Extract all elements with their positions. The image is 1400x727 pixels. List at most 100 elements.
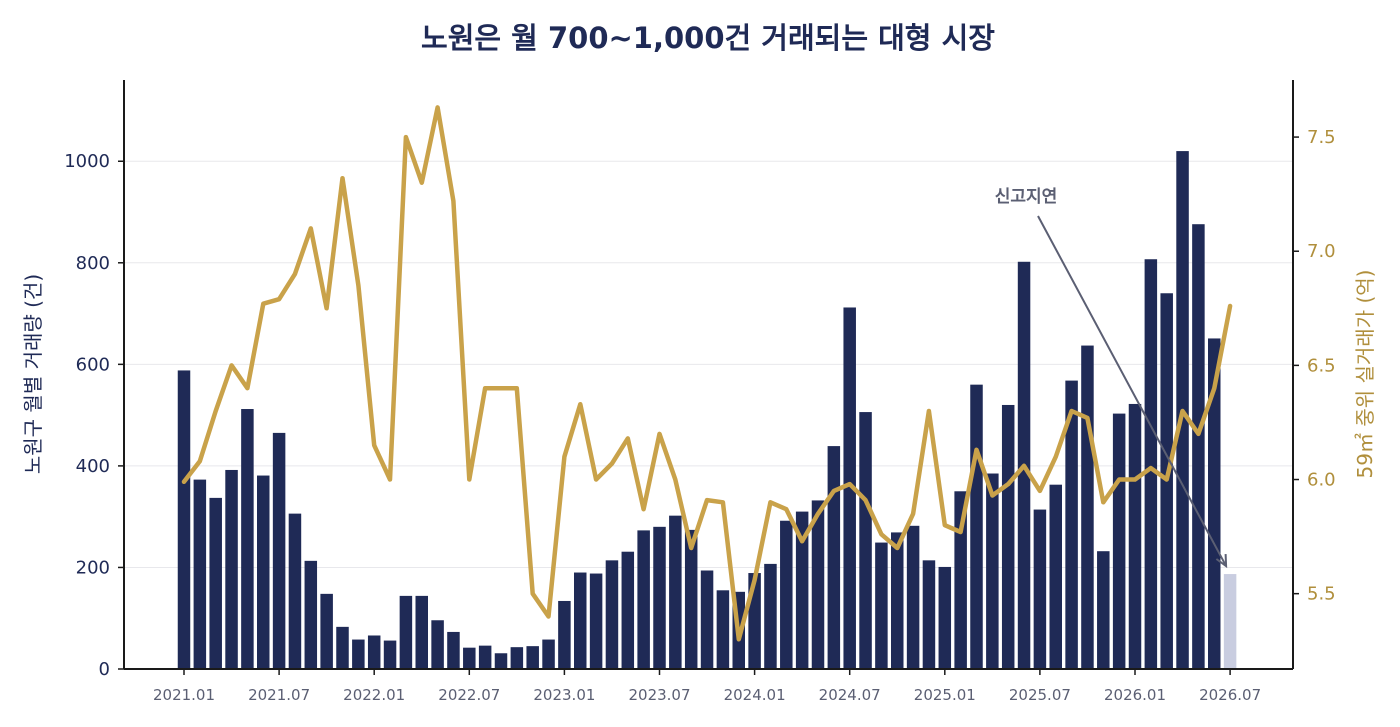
bar xyxy=(1223,574,1237,669)
tick-label: 2024.07 xyxy=(819,686,881,704)
bar xyxy=(938,566,952,669)
bar xyxy=(209,497,222,669)
bar xyxy=(637,530,650,669)
tick-label: 200 xyxy=(76,557,110,578)
bar xyxy=(367,635,381,669)
bar xyxy=(574,572,587,669)
tick-label: 400 xyxy=(76,456,110,477)
bar xyxy=(669,515,682,669)
tick-label: 2025.01 xyxy=(914,686,976,704)
bar xyxy=(336,626,349,669)
tick-label: 7.0 xyxy=(1307,241,1336,262)
price-line xyxy=(181,105,1233,642)
bar xyxy=(1144,259,1158,669)
bar xyxy=(811,500,825,669)
axes xyxy=(123,80,1294,670)
right-axis-ticks: 5.5 6.0 6.5 7.0 7.5 xyxy=(1293,127,1336,605)
tick-label: 2021.01 xyxy=(153,686,215,704)
tick-label: 6.5 xyxy=(1307,355,1336,376)
bar xyxy=(684,529,698,669)
bar xyxy=(1049,484,1062,669)
bar xyxy=(447,631,460,669)
left-axis-label: 노원구 월별 거래량 (건) xyxy=(21,274,45,474)
bar xyxy=(1065,380,1078,669)
bar xyxy=(891,532,904,669)
bar xyxy=(320,593,333,669)
bar xyxy=(494,653,508,669)
bar xyxy=(875,542,888,669)
tick-label: 7.5 xyxy=(1307,127,1336,148)
tick-label: 2022.07 xyxy=(438,686,500,704)
tick-label: 2026.01 xyxy=(1104,686,1166,704)
bar xyxy=(970,384,983,669)
tick-label: 0 xyxy=(99,659,110,680)
tick-label: 5.5 xyxy=(1307,584,1336,605)
tick-label: 2024.01 xyxy=(724,686,786,704)
bar xyxy=(383,640,397,669)
tick-label: 2023.01 xyxy=(533,686,595,704)
bar xyxy=(764,563,777,669)
tick-label: 600 xyxy=(76,354,110,375)
bar xyxy=(795,511,809,669)
bar-series xyxy=(177,151,1237,670)
annotation-label: 신고지연 xyxy=(995,187,1058,207)
bar xyxy=(1033,509,1047,669)
bar xyxy=(922,560,936,669)
bar xyxy=(225,469,238,669)
bar xyxy=(843,307,856,669)
bar xyxy=(1001,404,1015,669)
bar xyxy=(542,639,555,669)
bar xyxy=(415,595,428,669)
bar xyxy=(859,412,872,669)
bar xyxy=(288,513,302,669)
bar xyxy=(463,647,476,669)
bar xyxy=(716,590,730,669)
tick-label: 2021.07 xyxy=(248,686,310,704)
right-axis-label: 59㎡ 중위 실거래가 (억) xyxy=(1353,270,1377,479)
bar xyxy=(1097,551,1110,669)
bar xyxy=(1081,345,1094,669)
bar xyxy=(193,479,207,669)
bar xyxy=(177,370,191,669)
tick-label: 800 xyxy=(76,253,110,274)
tick-label: 6.0 xyxy=(1307,470,1336,491)
bar xyxy=(827,446,841,669)
bar xyxy=(621,551,635,669)
bar xyxy=(1128,403,1142,669)
tick-label: 2022.01 xyxy=(343,686,405,704)
bar xyxy=(431,620,444,669)
annotation: 신고지연 xyxy=(995,187,1228,569)
bar xyxy=(986,473,999,669)
bar xyxy=(558,600,571,669)
x-axis-ticks: 2021.01 2021.07 2022.01 2022.07 2023.01 2023.… xyxy=(153,669,1261,704)
bar xyxy=(304,560,318,669)
bar xyxy=(780,520,793,669)
bar xyxy=(906,525,920,669)
bar xyxy=(526,646,539,669)
bar xyxy=(352,639,365,669)
bar xyxy=(605,560,619,669)
bar xyxy=(257,475,270,669)
bar xyxy=(272,432,286,669)
bar xyxy=(954,491,967,669)
bar xyxy=(399,595,413,669)
bar xyxy=(1208,338,1221,669)
bar xyxy=(653,526,666,669)
bar xyxy=(510,647,524,669)
bar xyxy=(1192,224,1205,670)
bar xyxy=(1112,413,1126,669)
bar xyxy=(589,573,603,669)
tick-label: 2025.07 xyxy=(1009,686,1071,704)
annotation-arrow xyxy=(1037,215,1227,567)
line-series xyxy=(181,105,1233,642)
bar xyxy=(241,409,254,669)
bar xyxy=(478,645,492,669)
tick-label: 2026.07 xyxy=(1199,686,1261,704)
left-axis-ticks: 0 200 400 600 800 1000 xyxy=(64,151,124,680)
tick-label: 2023.07 xyxy=(628,686,690,704)
chart-title: 노원은 월 700~1,000건 거래되는 대형 시장 xyxy=(421,21,995,55)
annotation-arrowhead xyxy=(1215,554,1228,569)
bar xyxy=(700,570,714,669)
tick-label: 1000 xyxy=(64,151,110,172)
